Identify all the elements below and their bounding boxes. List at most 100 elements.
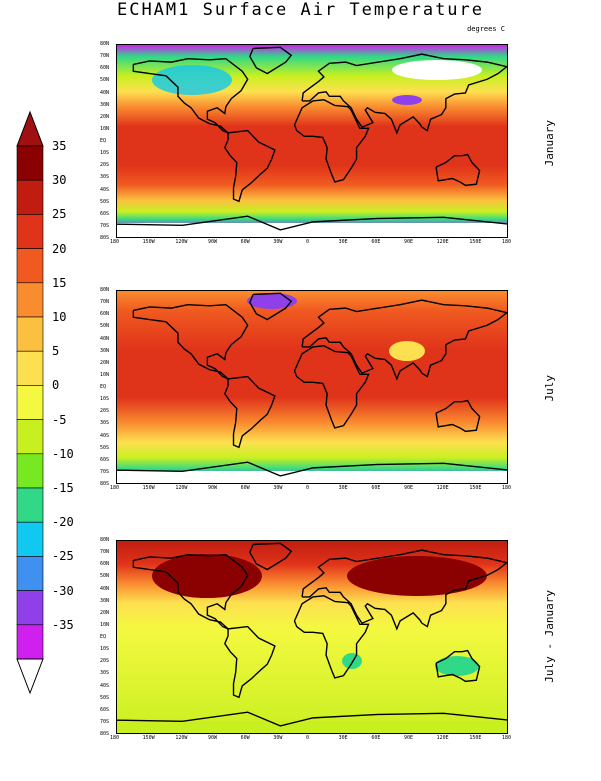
lat-tick-label: 70S (100, 468, 110, 475)
lat-tick-label: 50N (100, 323, 110, 330)
coastline (301, 299, 507, 381)
lon-tick-label: 150W (142, 735, 155, 741)
lat-tick-label: 60S (100, 210, 110, 217)
map-july (117, 291, 507, 483)
lon-tick-label: 30E (338, 735, 348, 741)
map-diff (117, 541, 507, 733)
lat-tick-label: 50N (100, 573, 110, 580)
lat-tick-label: 80N (100, 287, 110, 293)
coastline (435, 153, 481, 187)
lon-tick-label: 90E (404, 239, 414, 245)
coastline (117, 711, 507, 727)
colorbar-swatch (16, 179, 44, 215)
map-january (117, 45, 507, 237)
lat-tick-label: 30N (100, 597, 110, 604)
lat-tick-label: 80N (100, 41, 110, 47)
coastline (249, 542, 293, 571)
lon-tick-label: 30E (338, 485, 348, 491)
coastline (117, 461, 507, 477)
lat-tick-label: 10S (100, 150, 110, 157)
lat-tick-label: 10N (100, 125, 110, 132)
lat-tick-label: 20S (100, 408, 110, 415)
lat-tick-label: 50S (100, 198, 110, 205)
lat-tick-label: 50S (100, 694, 110, 701)
coastline (293, 99, 370, 183)
lon-tick-label: 90E (404, 735, 414, 741)
lat-tick-label: 80N (100, 537, 110, 543)
lat-tick-label: 20N (100, 359, 110, 366)
lat-tick-label: 30S (100, 174, 110, 181)
lon-tick-label: 180 (110, 485, 120, 491)
lon-tick-label: 60E (371, 239, 381, 245)
lon-tick-label: 150E (469, 485, 482, 491)
lon-tick-label: 120W (175, 239, 188, 245)
colorbar-label: -20 (52, 515, 74, 530)
lon-tick-label: 0 (306, 239, 310, 245)
coastline (435, 649, 481, 683)
lon-tick-label: 150W (142, 239, 155, 245)
lon-tick-label: 180 (110, 735, 120, 741)
lon-tick-label: 120E (436, 735, 449, 741)
coastline (132, 303, 249, 380)
lat-tick-label: EQ (100, 138, 107, 144)
lat-tick-label: 70N (100, 299, 110, 306)
lon-tick-label: 180 (502, 239, 512, 245)
lon-tick-label: 90W (208, 239, 218, 245)
lon-tick-label: 60E (371, 735, 381, 741)
lon-tick-label: 150E (469, 239, 482, 245)
colorbar-label: 5 (52, 344, 60, 359)
lon-tick-label: 30W (273, 485, 283, 491)
lat-tick-label: 20N (100, 113, 110, 120)
lat-tick-label: 20N (100, 609, 110, 616)
lat-tick-label: 70N (100, 549, 110, 556)
lat-tick-label: 10S (100, 396, 110, 403)
lat-tick-label: 40N (100, 89, 110, 96)
lat-tick-label: 60N (100, 65, 110, 72)
colorbar-label: 15 (52, 275, 67, 290)
coastline (435, 399, 481, 433)
lon-tick-label: 60W (240, 239, 250, 245)
coastline (249, 46, 293, 75)
colorbar-swatch (16, 453, 44, 489)
lat-tick-label: 50S (100, 444, 110, 451)
panel-label-january: January (543, 120, 556, 167)
lon-tick-label: 0 (306, 485, 310, 491)
lat-tick-label: 60S (100, 456, 110, 463)
colorbar-swatch (16, 350, 44, 386)
panel-label-july: July (543, 375, 556, 402)
lon-tick-label: 120E (436, 485, 449, 491)
colorbar-top-arrow (16, 110, 44, 147)
coastline (224, 375, 276, 449)
colorbar-swatch (16, 487, 44, 523)
colorbar-label: 0 (52, 378, 60, 393)
colorbar-swatch (16, 556, 44, 591)
lat-tick-label: 30N (100, 101, 110, 108)
lon-tick-label: 180 (502, 735, 512, 741)
lon-tick-label: 150E (469, 735, 482, 741)
units-label: degrees C (467, 25, 505, 33)
lat-tick-label: 80S (100, 731, 110, 737)
colorbar-label: -25 (52, 549, 74, 564)
colorbar-label: -10 (52, 446, 74, 461)
lat-tick-label: 30N (100, 347, 110, 354)
colorbar-bottom-arrow (16, 658, 44, 695)
coastline (132, 57, 249, 134)
lon-tick-label: 30W (273, 735, 283, 741)
lat-tick-label: 40S (100, 186, 110, 193)
lat-tick-label: 40S (100, 432, 110, 439)
lat-tick-label: 70N (100, 53, 110, 60)
lat-tick-label: 30S (100, 420, 110, 427)
lat-tick-label: 20S (100, 658, 110, 665)
lon-tick-label: 150W (142, 485, 155, 491)
colorbar-label: -35 (52, 617, 74, 632)
lat-tick-label: 20S (100, 162, 110, 169)
lat-tick-label: 60N (100, 311, 110, 318)
lon-tick-label: 60W (240, 485, 250, 491)
coastline (117, 215, 507, 231)
lat-tick-label: 40S (100, 682, 110, 689)
colorbar-swatch (16, 521, 44, 557)
lon-tick-label: 30W (273, 239, 283, 245)
lat-tick-label: 60N (100, 561, 110, 568)
lon-tick-label: 30E (338, 239, 348, 245)
lat-tick-label: 70S (100, 718, 110, 725)
